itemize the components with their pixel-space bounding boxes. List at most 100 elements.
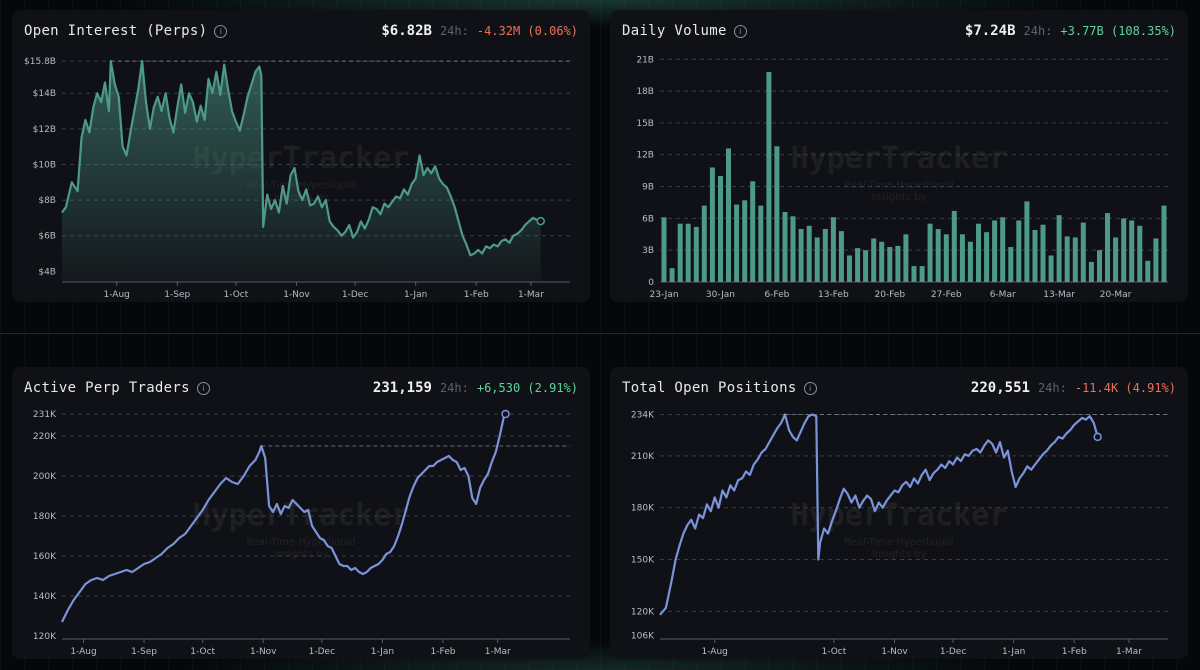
x-tick-label: 1-Feb bbox=[1062, 647, 1087, 657]
y-tick-label: 12B bbox=[636, 151, 654, 161]
x-tick-label: 13-Mar bbox=[1043, 290, 1075, 300]
period-label: 24h: bbox=[1037, 381, 1067, 395]
volume-bar bbox=[709, 167, 715, 282]
current-value: 220,551 bbox=[970, 380, 1030, 396]
info-icon[interactable]: i bbox=[803, 381, 817, 395]
y-tick-label: 3B bbox=[642, 246, 654, 256]
volume-bar bbox=[895, 245, 901, 282]
y-tick-label: 9B bbox=[642, 183, 654, 193]
volume-bar bbox=[1113, 237, 1119, 282]
volume-bar bbox=[1040, 224, 1046, 282]
panel-title: Open Interest (Perps) bbox=[24, 23, 208, 39]
volume-bar bbox=[774, 146, 780, 282]
volume-bar bbox=[871, 238, 877, 282]
volume-bar bbox=[726, 148, 731, 282]
y-tick-label: $6B bbox=[38, 232, 56, 242]
volume-bar bbox=[838, 231, 844, 282]
total-open-positions-chart: HyperTracker Real-Time HyperliquidInsight… bbox=[631, 410, 1168, 657]
x-tick-label: 27-Feb bbox=[931, 290, 962, 300]
section-divider bbox=[0, 333, 1200, 334]
volume-bar bbox=[822, 229, 828, 282]
watermark-line1: Real-Time Hyperliquid bbox=[844, 537, 953, 548]
volume-bar bbox=[863, 250, 869, 282]
x-tick-label: 1-Aug bbox=[70, 647, 96, 657]
volume-bar bbox=[1105, 213, 1110, 282]
watermark-name: HyperTracker bbox=[193, 498, 410, 533]
x-tick-label: 13-Feb bbox=[818, 290, 849, 300]
volume-bar bbox=[766, 72, 772, 282]
x-tick-label: 1-Sep bbox=[164, 290, 190, 300]
period-label: 24h: bbox=[439, 24, 469, 38]
watermark-line2: Insights by bbox=[872, 549, 927, 560]
y-tick-label: 120K bbox=[33, 632, 57, 642]
watermark: HyperTracker Real-Time HyperliquidInsight… bbox=[791, 141, 1008, 203]
volume-bar bbox=[830, 217, 836, 282]
volume-bar bbox=[1072, 237, 1078, 282]
x-tick-label: 1-Mar bbox=[518, 290, 544, 300]
volume-bar bbox=[919, 266, 925, 282]
volume-bar bbox=[790, 216, 796, 282]
period-label: 24h: bbox=[1023, 24, 1053, 38]
panel-title: Active Perp Traders bbox=[24, 380, 190, 396]
volume-bar bbox=[814, 237, 820, 282]
volume-bar bbox=[887, 247, 893, 282]
series-line bbox=[659, 413, 1099, 616]
y-tick-label: 180K bbox=[33, 512, 57, 522]
watermark-name: HyperTracker bbox=[791, 498, 1008, 533]
y-tick-label: 220K bbox=[33, 432, 57, 442]
panel-header: Total Open Positions i 220,551 24h: -11.… bbox=[622, 377, 1176, 399]
x-tick-label: 30-Jan bbox=[706, 290, 735, 300]
x-tick-label: 1-Jan bbox=[371, 647, 394, 657]
x-tick-label: 1-Jan bbox=[1002, 647, 1025, 657]
x-tick-label: 1-Dec bbox=[342, 290, 368, 300]
x-tick-label: 1-Nov bbox=[881, 647, 908, 657]
volume-bar bbox=[742, 200, 748, 282]
watermark: HyperTracker Real-Time HyperliquidInsight… bbox=[791, 498, 1008, 560]
current-value: $6.82B bbox=[381, 23, 432, 39]
change-value: -4.32M (0.06%) bbox=[476, 24, 578, 38]
volume-bar bbox=[1024, 201, 1030, 282]
x-tick-label: 6-Feb bbox=[764, 290, 789, 300]
volume-bar bbox=[1145, 260, 1151, 282]
x-tick-label: 1-Jan bbox=[404, 290, 427, 300]
y-tick-label: 120K bbox=[631, 607, 655, 617]
info-icon[interactable]: i bbox=[214, 24, 228, 38]
y-tick-label: 0 bbox=[648, 278, 654, 288]
volume-bar bbox=[855, 248, 861, 282]
volume-bar bbox=[1121, 218, 1127, 282]
info-icon[interactable]: i bbox=[196, 381, 210, 395]
watermark-name: HyperTracker bbox=[791, 141, 1008, 176]
watermark-line1: Real-Time Hyperliquid bbox=[246, 180, 355, 191]
volume-bar bbox=[959, 234, 965, 282]
y-tick-label: $15.8B bbox=[24, 57, 56, 67]
panel-stats: $6.82B 24h: -4.32M (0.06%) bbox=[381, 23, 578, 39]
x-tick-label: 1-Oct bbox=[223, 290, 248, 300]
volume-bar bbox=[1008, 247, 1014, 282]
x-tick-label: 1-Dec bbox=[309, 647, 335, 657]
volume-bar bbox=[1048, 255, 1054, 282]
volume-bar bbox=[1000, 217, 1006, 282]
panel-title: Total Open Positions bbox=[622, 380, 797, 396]
volume-bar bbox=[1080, 222, 1086, 282]
info-icon[interactable]: i bbox=[733, 24, 747, 38]
volume-bar bbox=[903, 234, 909, 282]
volume-bar bbox=[992, 220, 998, 282]
y-tick-label: 160K bbox=[33, 552, 57, 562]
y-tick-label: $12B bbox=[33, 125, 56, 135]
volume-bar bbox=[935, 229, 941, 282]
y-tick-label: $14B bbox=[33, 89, 56, 99]
y-tick-label: 106K bbox=[631, 632, 655, 642]
y-tick-label: 6B bbox=[642, 214, 654, 224]
y-tick-label: 15B bbox=[636, 119, 654, 129]
y-tick-label: $10B bbox=[33, 160, 56, 170]
x-tick-label: 1-Feb bbox=[431, 647, 456, 657]
watermark-line1: Real-Time Hyperliquid bbox=[844, 180, 953, 191]
panel-header: Daily Volume i $7.24B 24h: +3.77B (108.3… bbox=[622, 20, 1176, 42]
watermark-line2: Insights by bbox=[872, 192, 927, 203]
watermark-line2: Insights by bbox=[274, 549, 329, 560]
volume-bar bbox=[943, 234, 949, 282]
change-value: -11.4K (4.91%) bbox=[1074, 381, 1176, 395]
volume-bar bbox=[1064, 236, 1070, 282]
panel-stats: $7.24B 24h: +3.77B (108.35%) bbox=[965, 23, 1176, 39]
y-tick-label: 234K bbox=[631, 410, 655, 420]
